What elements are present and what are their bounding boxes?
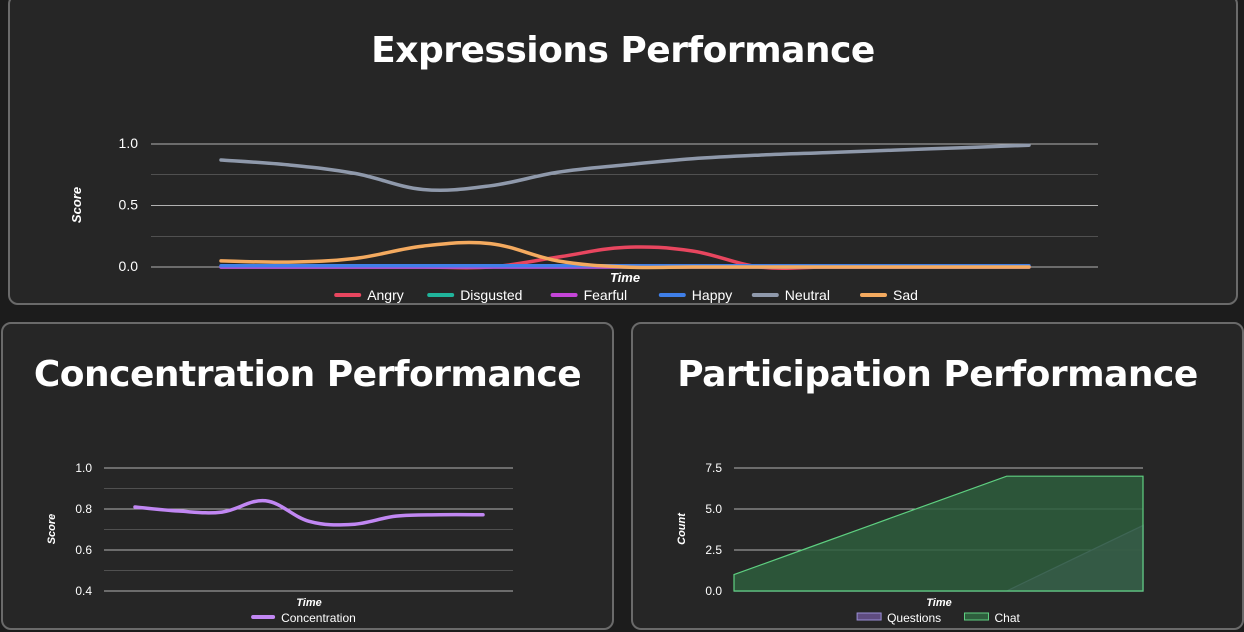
expr-ytick-label: 0.0 — [119, 258, 139, 274]
part-legend-swatch — [964, 612, 989, 621]
part-ytick-label: 2.5 — [705, 543, 722, 557]
expr-legend-label: Disgusted — [460, 287, 522, 303]
part-xaxis-title: Time — [926, 597, 951, 609]
concentration-chart: 1.0 0.8 0.6 0.4 Time Score Concentration — [46, 461, 513, 625]
expressions-title: Expressions Performance — [371, 30, 875, 71]
expr-legend-swatch — [658, 293, 686, 297]
expr-yaxis-title: Score — [69, 187, 84, 223]
expr-legend-swatch — [427, 293, 455, 297]
part-series-chat — [733, 475, 1144, 592]
participation-title: Participation Performance — [677, 354, 1198, 395]
expr-legend-swatch — [334, 293, 362, 297]
expr-legend-swatch — [860, 293, 887, 297]
expr-legend-label: Angry — [367, 287, 404, 303]
part-legend-label: Questions — [887, 611, 941, 625]
part-ytick-label: 0.0 — [705, 584, 722, 598]
expr-ytick-label: 0.5 — [119, 197, 139, 213]
conc-ytick-label: 1.0 — [75, 461, 92, 475]
concentration-title: Concentration Performance — [33, 354, 582, 395]
conc-legend-label: Concentration — [281, 611, 356, 625]
conc-ytick-label: 0.6 — [75, 543, 92, 557]
expr-legend-label: Fearful — [584, 287, 628, 303]
conc-legend-swatch — [251, 615, 276, 619]
part-ytick-label: 7.5 — [705, 461, 722, 475]
expr-series-sad — [219, 240, 1031, 270]
expr-xaxis-title: Time — [610, 270, 640, 285]
expr-legend-swatch — [751, 293, 779, 297]
conc-ytick-label: 0.8 — [75, 502, 92, 516]
expr-legend-label: Happy — [692, 287, 732, 303]
part-yaxis-title: Count — [676, 512, 688, 545]
expressions-card: Expressions Performance 1.0 0.5 0.0 Time Sco… — [8, 0, 1238, 305]
expr-ytick-label: 1.0 — [119, 135, 139, 151]
participation-chart: 7.5 5.0 2.5 0.0 Time Count Questions Chat — [676, 461, 1144, 625]
expr-legend-label: Neutral — [785, 287, 830, 303]
part-legend-swatch — [856, 612, 882, 621]
concentration-card: Concentration Performance 1.0 0.8 0.6 0.4 Ti… — [1, 322, 614, 630]
expressions-chart: 1.0 0.5 0.0 Time Score Angry Disgusted Fearful H… — [69, 135, 1098, 303]
conc-ytick-label: 0.4 — [75, 584, 92, 598]
part-legend-label: Chat — [995, 611, 1021, 625]
part-ytick-label: 5.0 — [705, 502, 722, 516]
conc-yaxis-title: Score — [46, 514, 58, 545]
participation-card: Participation Performance 7.5 5.0 2.5 0.0 Ti… — [631, 322, 1244, 630]
conc-series-concentration — [133, 498, 485, 527]
expr-series-neutral — [219, 143, 1031, 193]
expr-legend-swatch — [550, 293, 578, 297]
conc-xaxis-title: Time — [296, 597, 321, 609]
expr-legend-label: Sad — [893, 287, 918, 303]
